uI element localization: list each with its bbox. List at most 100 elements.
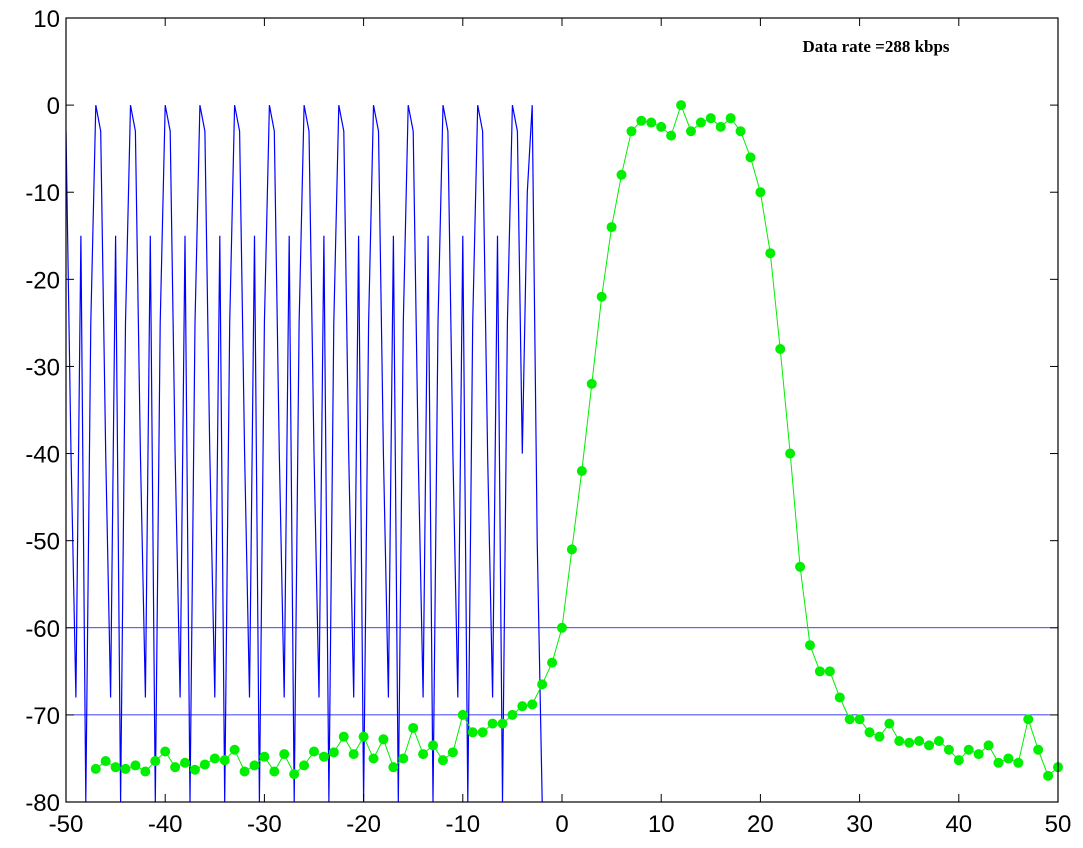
data-point: [507, 709, 518, 720]
series-line: [95, 103, 1058, 777]
x-tick-label: -50: [49, 811, 84, 838]
data-point: [963, 744, 974, 755]
data-point: [180, 757, 191, 768]
data-point: [457, 709, 468, 720]
data-point: [209, 753, 220, 764]
y-tick-label: -50: [25, 529, 60, 556]
data-point: [428, 740, 439, 751]
data-point: [110, 762, 121, 773]
data-point: [636, 115, 647, 126]
data-point: [894, 736, 905, 747]
data-point: [199, 759, 210, 770]
data-point: [874, 731, 885, 742]
data-point: [745, 152, 756, 163]
data-point: [685, 126, 696, 137]
data-point: [566, 544, 577, 555]
x-tick-label: 40: [945, 811, 972, 838]
data-point: [338, 731, 349, 742]
y-tick-label: 10: [33, 6, 60, 33]
data-point: [120, 763, 131, 774]
data-point: [358, 731, 369, 742]
data-point: [497, 718, 508, 729]
data-point: [289, 769, 300, 780]
data-point: [983, 740, 994, 751]
data-point: [943, 744, 954, 755]
data-point: [1013, 757, 1024, 768]
data-point: [656, 121, 667, 132]
data-point: [1043, 770, 1054, 781]
data-point: [735, 126, 746, 137]
x-tick-label: 30: [846, 811, 873, 838]
y-tick-label: -30: [25, 354, 60, 381]
y-tick-label: -20: [25, 267, 60, 294]
data-point: [814, 666, 825, 677]
data-point: [517, 701, 528, 712]
data-point: [904, 737, 915, 748]
data-point: [864, 727, 875, 738]
data-point: [676, 100, 687, 111]
data-point: [914, 736, 925, 747]
y-tick-label: 0: [47, 93, 60, 120]
data-point: [795, 561, 806, 572]
data-point: [884, 718, 895, 729]
data-point: [398, 753, 409, 764]
data-point: [408, 722, 419, 733]
data-point: [924, 740, 935, 751]
data-point: [616, 169, 627, 180]
data-point: [388, 762, 399, 773]
data-point: [249, 760, 260, 771]
data-point: [229, 744, 240, 755]
x-tick-label: 50: [1045, 811, 1072, 838]
data-point: [348, 749, 359, 760]
data-point: [437, 755, 448, 766]
data-point: [834, 692, 845, 703]
x-tick-label: 10: [648, 811, 675, 838]
data-point: [765, 248, 776, 259]
annotation: Data rate =288 kbps: [802, 37, 949, 56]
data-point: [725, 113, 736, 124]
data-point: [90, 763, 101, 774]
data-point: [189, 764, 200, 775]
data-point: [279, 749, 290, 760]
series-line: [66, 104, 543, 802]
data-point: [547, 657, 558, 668]
x-tick-label: -40: [148, 811, 183, 838]
x-tick-label: -10: [445, 811, 480, 838]
x-tick-label: 0: [555, 811, 568, 838]
data-point: [1033, 744, 1044, 755]
data-point: [100, 756, 111, 767]
data-point: [586, 378, 597, 389]
data-point: [477, 727, 488, 738]
data-point: [140, 766, 151, 777]
data-point: [259, 751, 270, 762]
data-point: [309, 746, 319, 757]
data-point: [1003, 753, 1014, 764]
data-point: [328, 747, 339, 758]
data-point: [239, 766, 250, 777]
data-point: [487, 718, 498, 729]
data-point: [557, 622, 567, 633]
data-point: [1023, 714, 1034, 725]
data-point: [626, 126, 637, 137]
data-point: [805, 640, 815, 651]
x-tick-label: -20: [346, 811, 381, 838]
data-point: [775, 344, 786, 355]
data-point: [527, 699, 538, 710]
data-point: [695, 117, 706, 128]
data-point: [755, 187, 766, 198]
data-point: [715, 121, 726, 132]
data-point: [219, 755, 230, 766]
data-point: [160, 746, 171, 757]
y-tick-label: -40: [25, 442, 60, 469]
data-point: [844, 714, 855, 725]
data-point: [646, 117, 657, 128]
data-point: [785, 448, 796, 459]
data-point: [269, 766, 280, 777]
data-point: [705, 113, 716, 124]
y-tick-label: -60: [25, 616, 60, 643]
data-point: [130, 760, 141, 771]
y-tick-label: -80: [25, 790, 60, 817]
data-point: [973, 749, 984, 760]
data-point: [378, 734, 389, 745]
y-tick-label: -10: [25, 180, 60, 207]
